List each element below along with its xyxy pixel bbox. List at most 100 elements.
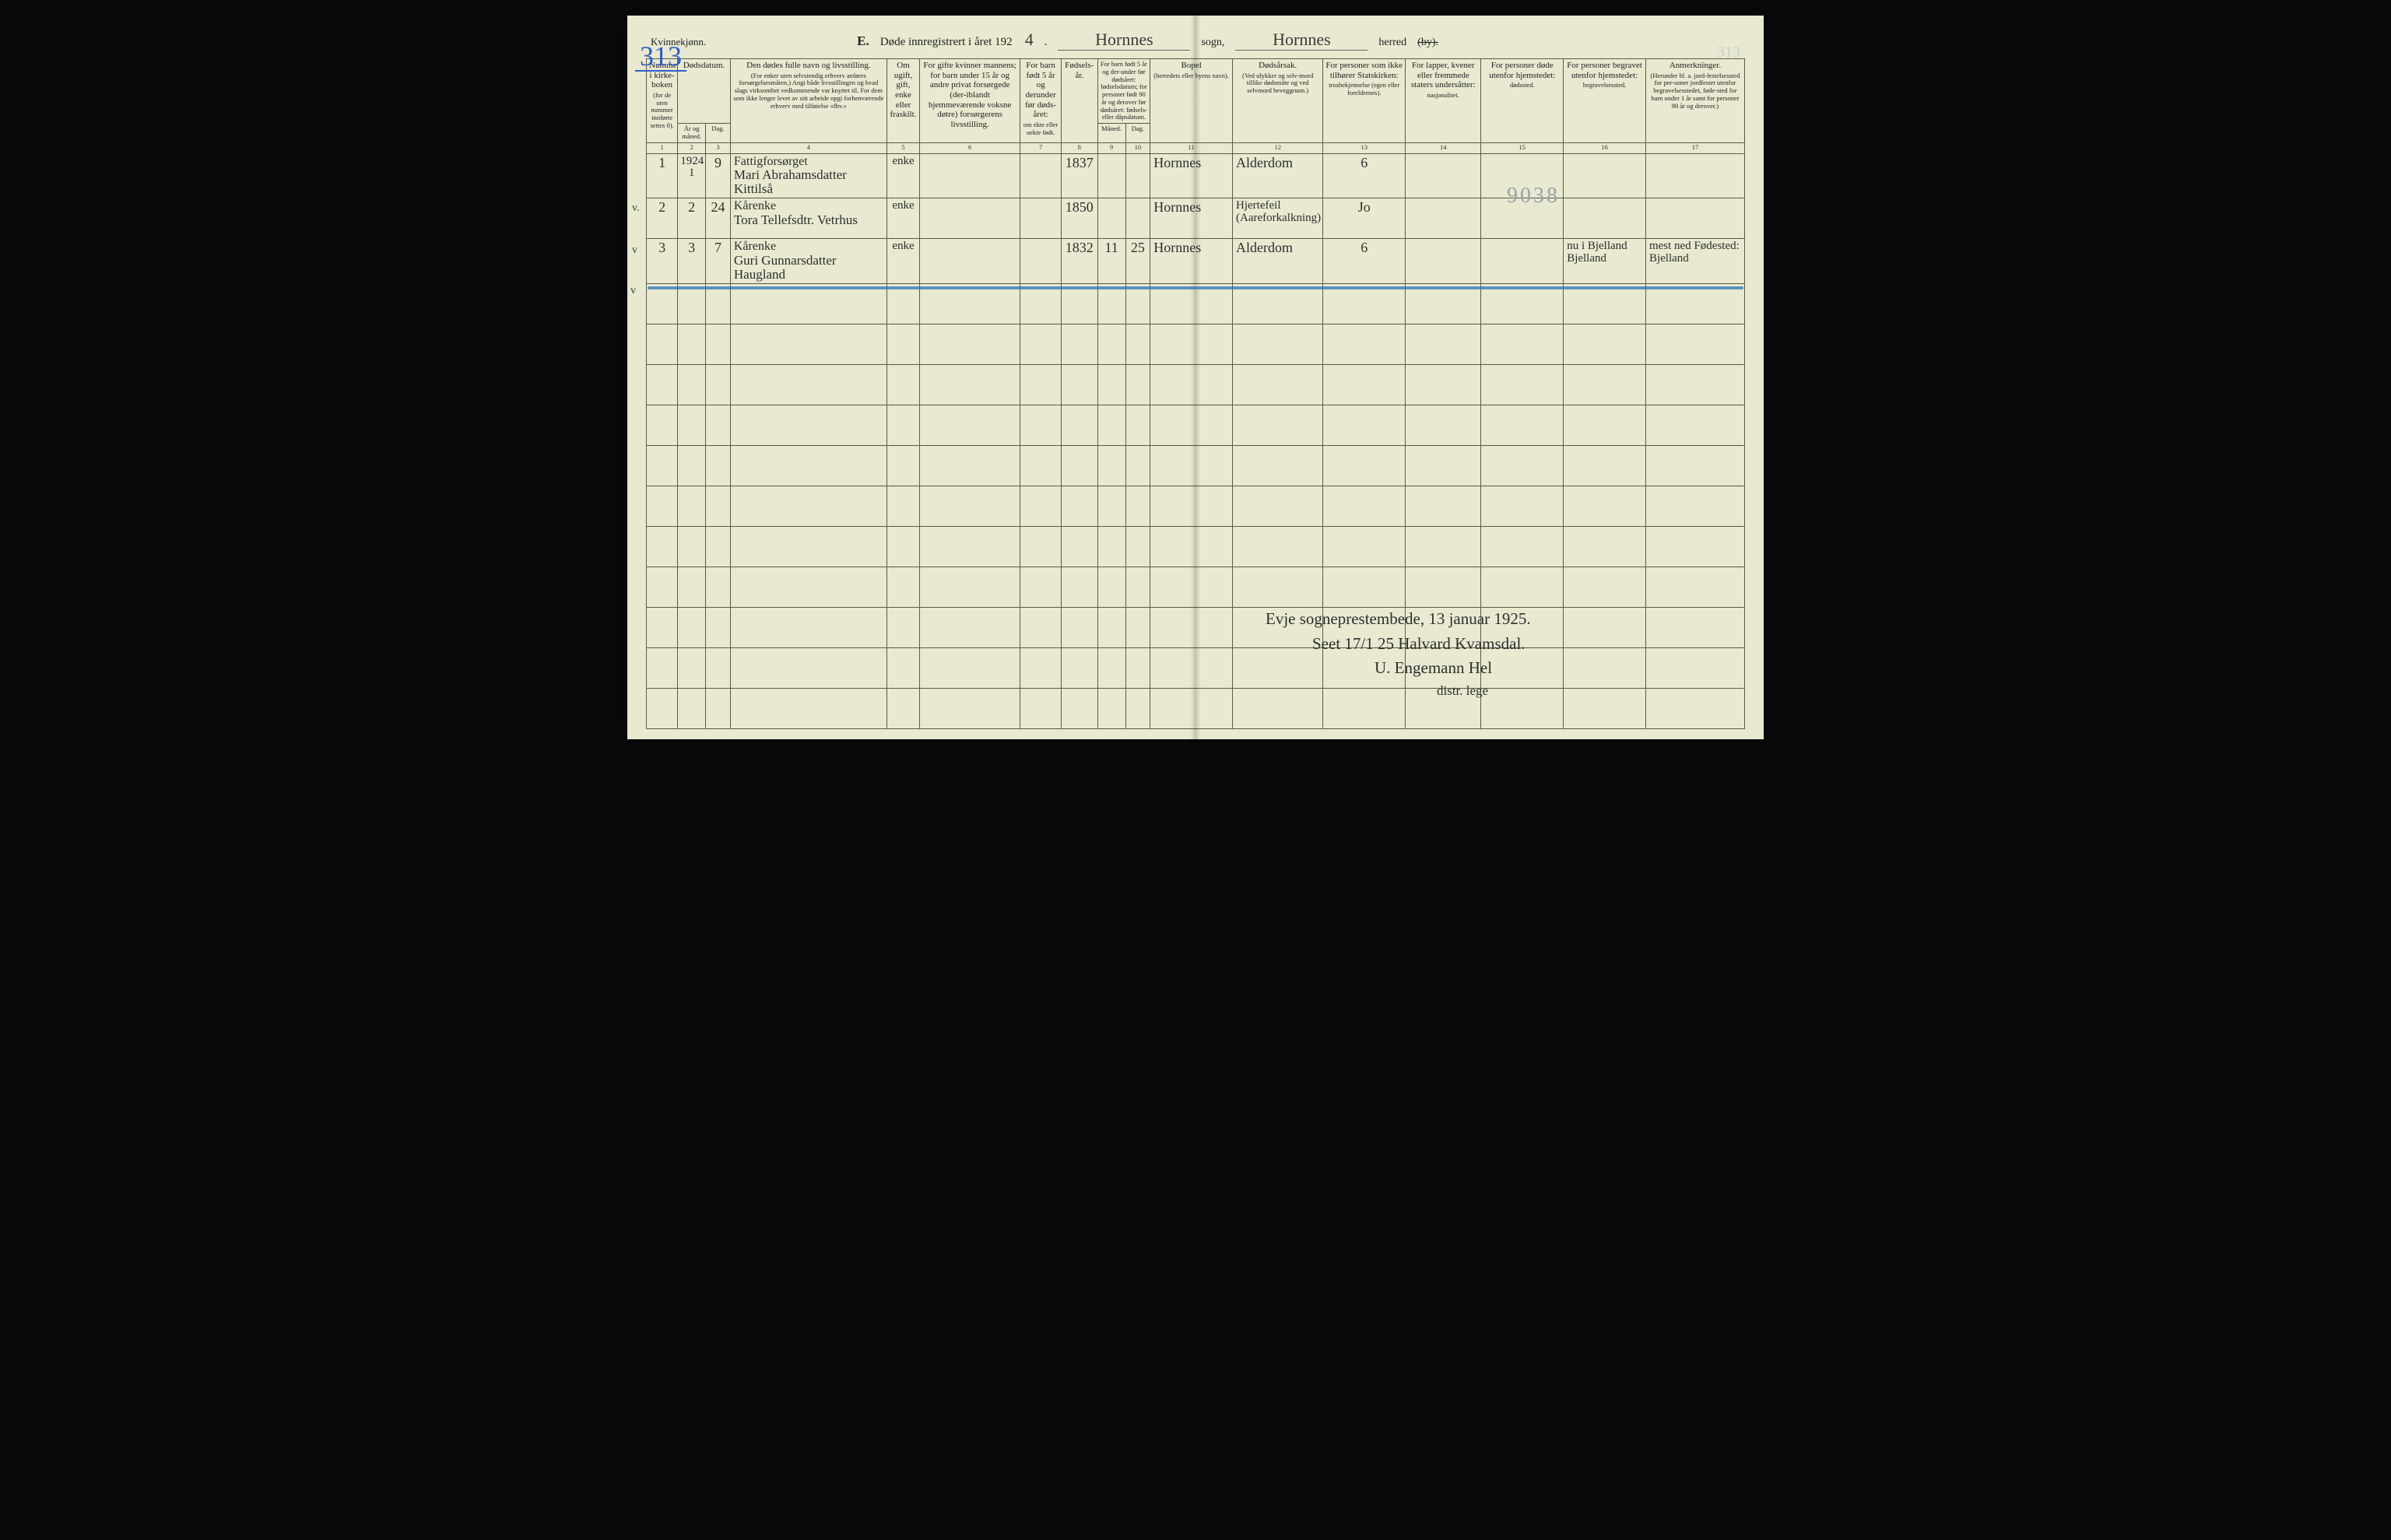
cell-empty [1097, 526, 1125, 567]
title-period: . [1045, 36, 1048, 49]
cell-empty [706, 445, 731, 486]
col-header-14: For lapper, kvener eller fremmede stater… [1406, 59, 1481, 143]
cell-empty [1645, 364, 1744, 405]
margin-tick-icon: v [632, 244, 637, 257]
cell-empty [730, 607, 887, 647]
cell-6 [920, 153, 1020, 198]
cell-empty [678, 526, 706, 567]
cell-empty [1150, 526, 1233, 567]
cell-empty [1150, 445, 1233, 486]
cell-empty [920, 526, 1020, 567]
cell-empty [706, 486, 731, 526]
cell-empty [706, 526, 731, 567]
cell-empty [1125, 405, 1150, 445]
year-handwritten: 4 [1025, 30, 1034, 50]
cell-empty [920, 283, 1020, 324]
column-number-row: 123 456 789 101112 131415 1617 [647, 142, 1745, 153]
cell-empty [1020, 324, 1062, 364]
cell-empty [1233, 567, 1323, 607]
cell-empty [1645, 445, 1744, 486]
cell-empty [706, 567, 731, 607]
cell-empty [1062, 567, 1098, 607]
cell-cause: Alderdom [1233, 239, 1323, 283]
cell-empty [1323, 567, 1406, 607]
cell-empty [1323, 486, 1406, 526]
register-page: 313 313 Kvinnekjønn. E. Døde innregistre… [627, 16, 1764, 739]
cell-empty [1564, 567, 1646, 607]
cell-empty [706, 607, 731, 647]
cell-13: 6 [1323, 153, 1406, 198]
cell-birthyear: 1837 [1062, 153, 1098, 198]
cell-empty [1233, 486, 1323, 526]
cell-empty [1125, 688, 1150, 728]
cell-cause: Hjertefeil (Aareforkalkning) [1233, 198, 1323, 239]
cell-empty [1150, 283, 1233, 324]
cell-empty [1020, 364, 1062, 405]
cell-empty [706, 405, 731, 445]
cell-empty [1150, 647, 1233, 688]
cell-year-month: 2 [678, 198, 706, 239]
cell-empty [1406, 324, 1481, 364]
cell-empty [1481, 324, 1564, 364]
table-row-empty [647, 567, 1745, 607]
col-header-9-sub: Måned. [1097, 124, 1125, 143]
cell-residence: Hornnes [1150, 198, 1233, 239]
cell-empty [1564, 445, 1646, 486]
cell-empty [1406, 526, 1481, 567]
cell-status: enke [887, 239, 919, 283]
cell-empty [1125, 607, 1150, 647]
table-row-empty [647, 445, 1745, 486]
cell-16 [1564, 198, 1646, 239]
cell-empty [647, 567, 678, 607]
cell-empty [1323, 324, 1406, 364]
col-header-17: Anmerkninger.(Herunder bl. a. jord-feste… [1645, 59, 1744, 143]
cell-7 [1020, 153, 1062, 198]
cell-empty [730, 688, 887, 728]
cell-17 [1645, 153, 1744, 198]
cell-empty [1150, 567, 1233, 607]
cell-empty [887, 283, 919, 324]
cell-empty [1020, 647, 1062, 688]
cell-empty [1645, 486, 1744, 526]
cell-empty [1097, 486, 1125, 526]
cell-14 [1406, 153, 1481, 198]
col-header-16: For personer begravet utenfor hjemstedet… [1564, 59, 1646, 143]
cell-empty [678, 364, 706, 405]
cell-empty [1233, 364, 1323, 405]
cell-empty [1323, 445, 1406, 486]
cell-empty [730, 486, 887, 526]
sogn-label: sogn, [1201, 37, 1224, 49]
col-header-11: Bopel(herredets eller byens navn). [1150, 59, 1233, 143]
cell-empty [730, 445, 887, 486]
col-header-13: For personer som ikke tilhører Statskirk… [1323, 59, 1406, 143]
cell-15 [1481, 239, 1564, 283]
table-row-empty [647, 283, 1745, 324]
cell-empty [678, 647, 706, 688]
gender-label: Kvinnekjønn. [651, 36, 706, 48]
table-row: 2 2 24 KårenkeTora Tellefsdtr. Vetrhus e… [647, 198, 1745, 239]
cell-empty [1645, 567, 1744, 607]
cell-birthyear: 1832 [1062, 239, 1098, 283]
cell-empty [887, 526, 919, 567]
cell-empty [1125, 567, 1150, 607]
cell-empty [678, 607, 706, 647]
cell-empty [706, 324, 731, 364]
cell-empty [730, 364, 887, 405]
cell-14 [1406, 239, 1481, 283]
table-row-empty [647, 526, 1745, 567]
cell-empty [1481, 364, 1564, 405]
cell-empty [887, 486, 919, 526]
cell-empty [1564, 283, 1646, 324]
cell-17 [1645, 198, 1744, 239]
cell-day: 24 [706, 198, 731, 239]
herred-label: herred [1378, 37, 1406, 49]
cell-empty [1020, 486, 1062, 526]
cell-empty [1323, 526, 1406, 567]
cell-empty [730, 647, 887, 688]
cell-empty [647, 405, 678, 445]
cell-empty [1406, 445, 1481, 486]
cell-empty [1125, 647, 1150, 688]
cell-empty [1020, 445, 1062, 486]
cell-empty [1150, 364, 1233, 405]
cell-empty [1097, 364, 1125, 405]
